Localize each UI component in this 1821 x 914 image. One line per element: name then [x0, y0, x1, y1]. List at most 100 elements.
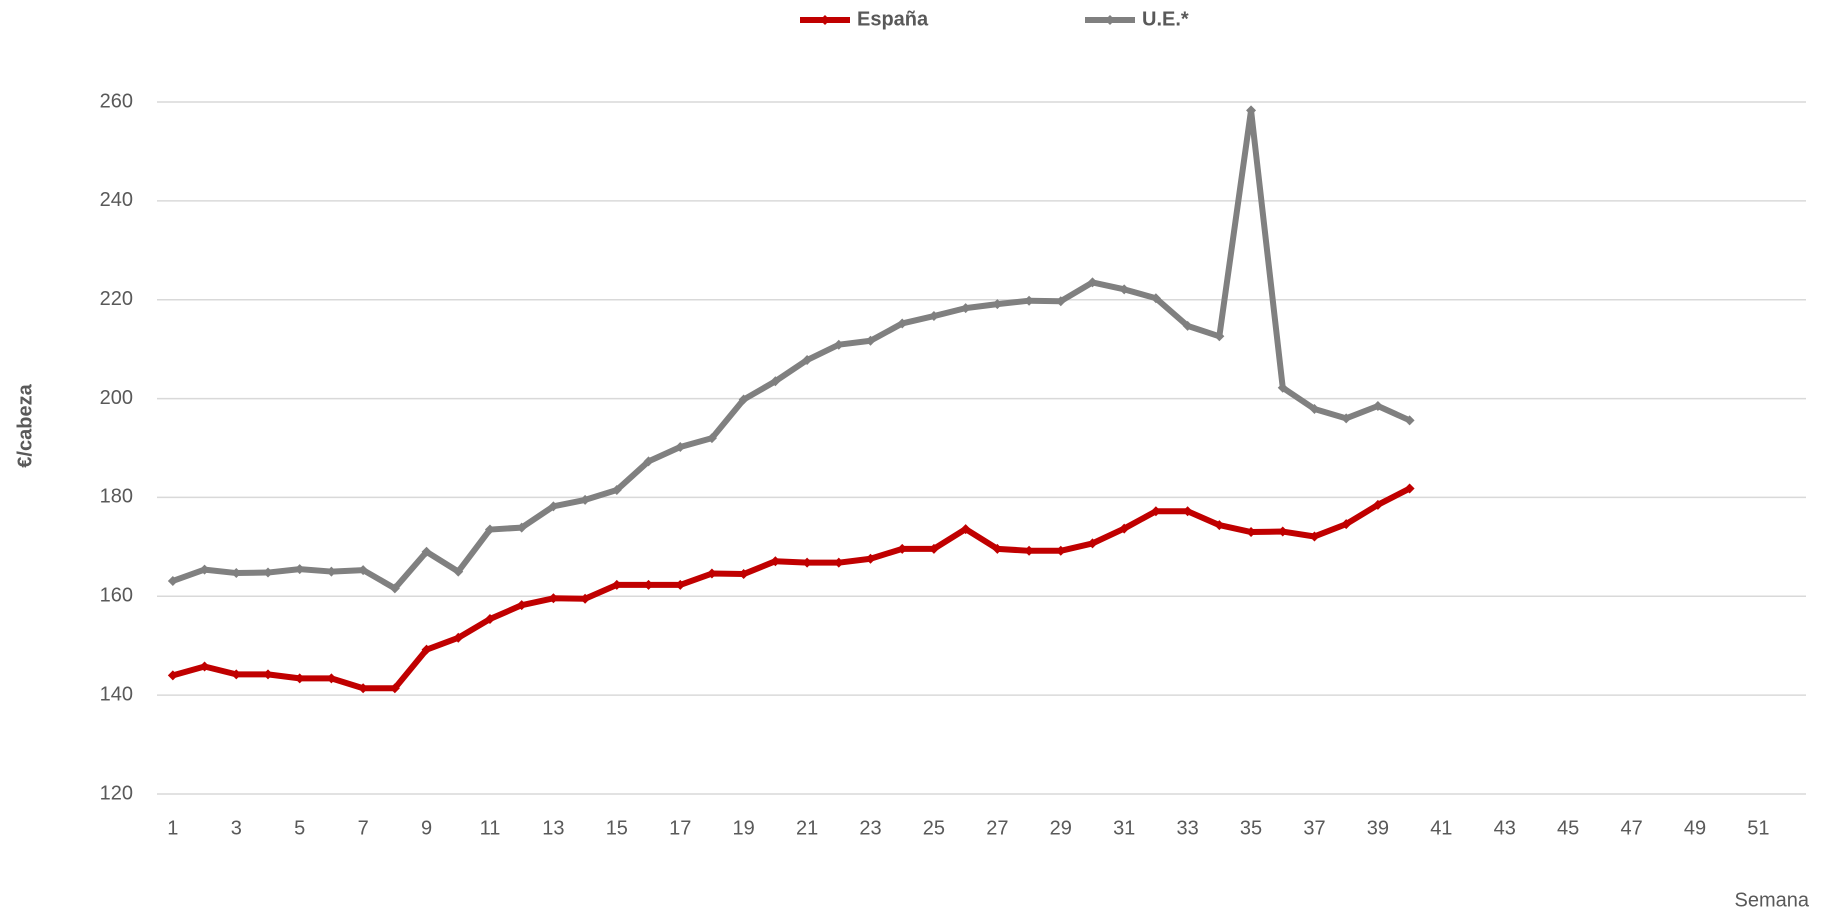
marker — [1087, 277, 1098, 288]
marker — [928, 311, 939, 322]
marker — [1087, 538, 1098, 549]
marker — [1277, 526, 1288, 537]
marker — [516, 522, 527, 533]
x-tick-label: 25 — [923, 817, 945, 839]
x-tick-label: 47 — [1620, 817, 1642, 839]
marker — [294, 673, 305, 684]
marker — [548, 593, 559, 604]
x-tick-label: 29 — [1050, 817, 1072, 839]
marker — [960, 524, 971, 535]
series-line — [171, 107, 1411, 592]
marker — [992, 543, 1003, 554]
marker — [611, 485, 622, 496]
x-tick-label: 21 — [796, 817, 818, 839]
marker — [580, 494, 591, 505]
marker — [1214, 331, 1225, 342]
y-tick-label: 120 — [100, 782, 133, 804]
marker — [928, 543, 939, 554]
x-tick-label: 7 — [358, 817, 369, 839]
y-tick-label: 260 — [100, 90, 133, 112]
x-tick-label: 43 — [1494, 817, 1516, 839]
marker — [897, 543, 908, 554]
y-tick-label: 180 — [100, 486, 133, 508]
x-tick-label: 13 — [542, 817, 564, 839]
series-line — [172, 485, 1411, 692]
marker — [484, 614, 495, 625]
marker — [1372, 400, 1383, 411]
marker — [1024, 545, 1035, 556]
legend-label: España — [857, 8, 929, 30]
marker — [960, 303, 971, 314]
marker — [1055, 545, 1066, 556]
marker — [1341, 519, 1352, 530]
x-tick-label: 51 — [1747, 817, 1769, 839]
marker — [675, 442, 686, 453]
y-axis-label: €/cabeza — [14, 383, 36, 467]
marker — [675, 579, 686, 590]
marker — [1246, 527, 1257, 538]
marker — [1119, 523, 1130, 534]
y-tick-label: 220 — [100, 288, 133, 310]
x-tick-label: 41 — [1430, 817, 1452, 839]
marker — [802, 355, 813, 366]
x-tick-label: 37 — [1303, 817, 1325, 839]
marker — [802, 557, 813, 568]
marker — [706, 568, 717, 579]
marker — [833, 557, 844, 568]
marker — [1182, 506, 1193, 517]
marker — [865, 335, 876, 346]
x-tick-label: 5 — [294, 817, 305, 839]
marker — [294, 564, 305, 575]
marker — [1150, 506, 1161, 517]
marker — [326, 673, 337, 684]
marker — [992, 299, 1003, 310]
marker — [199, 564, 210, 575]
marker — [1150, 293, 1161, 304]
marker — [262, 567, 273, 578]
marker — [1277, 382, 1288, 393]
marker — [1309, 531, 1320, 542]
marker — [167, 575, 178, 586]
y-tick-label: 240 — [100, 189, 133, 211]
x-tick-label: 1 — [167, 817, 178, 839]
x-tick-label: 31 — [1113, 817, 1135, 839]
marker — [738, 394, 749, 405]
marker — [548, 501, 559, 512]
marker — [865, 553, 876, 564]
marker — [1246, 105, 1257, 116]
y-tick-label: 160 — [100, 585, 133, 607]
y-tick-label: 200 — [100, 387, 133, 409]
x-tick-label: 15 — [606, 817, 628, 839]
x-tick-label: 17 — [669, 817, 691, 839]
y-tick-label: 140 — [100, 683, 133, 705]
marker — [1055, 296, 1066, 307]
marker — [611, 579, 622, 590]
marker — [770, 376, 781, 387]
marker — [389, 683, 400, 694]
marker — [326, 566, 337, 577]
marker — [1024, 295, 1035, 306]
x-tick-label: 3 — [231, 817, 242, 839]
x-tick-label: 27 — [986, 817, 1008, 839]
marker — [643, 579, 654, 590]
marker — [1182, 320, 1193, 331]
marker — [358, 565, 369, 576]
marker — [897, 318, 908, 329]
x-axis-label: Semana — [1735, 889, 1810, 911]
marker — [1404, 415, 1415, 426]
marker — [1404, 483, 1415, 494]
marker — [1309, 403, 1320, 414]
x-tick-label: 39 — [1367, 817, 1389, 839]
x-tick-label: 19 — [733, 817, 755, 839]
x-tick-label: 35 — [1240, 817, 1262, 839]
marker — [1119, 284, 1130, 295]
marker — [738, 569, 749, 580]
marker — [389, 583, 400, 594]
x-tick-label: 49 — [1684, 817, 1706, 839]
marker — [453, 632, 464, 643]
x-tick-label: 11 — [480, 817, 501, 839]
legend-marker — [1105, 15, 1115, 25]
marker — [421, 546, 432, 557]
marker — [1214, 520, 1225, 531]
